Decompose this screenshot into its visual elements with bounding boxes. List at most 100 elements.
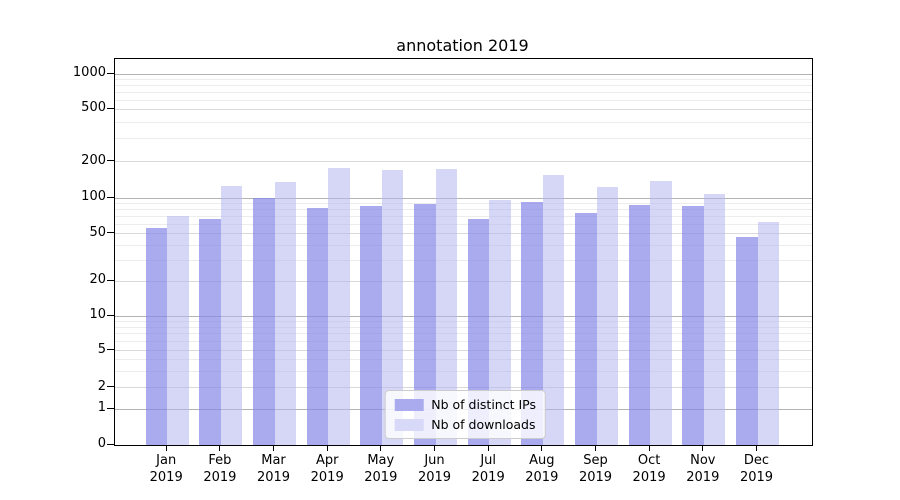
gridline-minor-40: [115, 244, 812, 246]
bar-downloads-feb: [220, 185, 243, 445]
y-tick-100: [107, 196, 114, 198]
y-tick-label-200: 200: [81, 152, 106, 168]
y-tick-5: [107, 349, 114, 351]
bar-distinct-ips-may: [360, 205, 382, 445]
bar-downloads-jul: [489, 199, 511, 445]
legend-label-1: Nb of downloads: [431, 417, 536, 432]
x-tick-feb: [219, 445, 221, 451]
y-tick-10: [107, 314, 114, 316]
gridline-minor-9: [115, 320, 812, 322]
bar-distinct-ips-jun: [414, 204, 436, 445]
x-tick-label-jun: Jun 2019: [417, 453, 452, 485]
y-tick-label-5: 5: [97, 341, 106, 357]
y-tick-label-100: 100: [81, 189, 106, 204]
gridline-mid-20: [115, 280, 812, 282]
bar-downloads-apr: [328, 168, 350, 445]
gridline-minor-70: [115, 215, 812, 217]
x-tick-mar: [273, 445, 274, 451]
y-tick-label-10: 10: [89, 307, 106, 322]
legend-swatch-distinct-ips: [394, 398, 424, 411]
x-tick-jan: [165, 445, 167, 451]
x-tick-label-oct: Oct 2019: [632, 453, 666, 485]
gridline-mid-200: [115, 161, 812, 163]
gridline-major-10: [115, 315, 812, 317]
y-tick-label-1000: 1000: [72, 65, 106, 81]
y-tick-2: [107, 386, 114, 388]
x-tick-aug: [541, 445, 543, 451]
y-tick-50: [107, 232, 114, 234]
gridline-mid-2: [115, 387, 812, 389]
x-tick-label-dec: Dec 2019: [739, 453, 774, 485]
x-tick-label-sep: Sep 2019: [578, 453, 613, 485]
gridline-minor-4: [115, 359, 812, 361]
y-tick-label-20: 20: [89, 272, 106, 288]
x-tick-label-apr: Apr 2019: [310, 453, 344, 485]
gridline-minor-300: [115, 138, 812, 139]
y-tick-20: [107, 279, 114, 281]
bar-distinct-ips-jul: [467, 219, 490, 445]
bar-downloads-sep: [596, 186, 618, 445]
gridline-minor-80: [115, 209, 812, 210]
bar-distinct-ips-mar: [253, 197, 275, 445]
y-tick-label-500: 500: [81, 100, 106, 116]
gridline-mid-5: [115, 350, 812, 352]
legend-label-0: Nb of distinct IPs: [431, 397, 537, 412]
legend-item-0: Nb of distinct IPs: [394, 397, 536, 412]
gridline-minor-3: [115, 370, 812, 372]
gridline-minor-7: [115, 333, 812, 335]
x-tick-label-mar: Mar 2019: [256, 453, 291, 485]
gridline-minor-700: [115, 91, 812, 93]
bar-downloads-jan: [167, 215, 189, 445]
y-tick-1000: [107, 72, 114, 74]
legend-swatch-downloads: [394, 418, 424, 431]
gridline-minor-8: [115, 326, 812, 328]
y-tick-label-2: 2: [97, 378, 106, 394]
y-tick-500: [107, 107, 114, 109]
y-tick-0: [107, 443, 114, 445]
bar-downloads-nov: [703, 193, 726, 445]
x-tick-label-aug: Aug 2019: [525, 453, 559, 485]
x-tick-may: [380, 445, 382, 451]
bar-downloads-may: [381, 169, 404, 445]
gridline-mid-500: [115, 108, 812, 110]
legend-item-1: Nb of downloads: [394, 417, 536, 432]
y-tick-label-50: 50: [89, 224, 106, 240]
y-tick-200: [107, 160, 114, 162]
x-tick-jul: [487, 445, 489, 451]
gridline-mid-50: [115, 233, 812, 235]
gridline-minor-6: [115, 341, 812, 343]
bar-distinct-ips-jan: [145, 227, 168, 445]
x-tick-jun: [434, 445, 435, 451]
bar-downloads-jun: [435, 169, 457, 445]
bar-distinct-ips-feb: [199, 218, 221, 445]
gridline-minor-60: [115, 223, 812, 225]
x-tick-label-nov: Nov 2019: [686, 453, 720, 485]
y-tick-label-1: 1: [97, 400, 106, 416]
gridline-minor-90: [115, 202, 812, 204]
gridline-minor-800: [115, 85, 812, 87]
x-tick-label-jul: Jul 2019: [471, 453, 505, 485]
gridline-minor-400: [115, 121, 812, 123]
bar-downloads-mar: [274, 181, 296, 445]
gridline-minor-600: [115, 99, 812, 101]
bar-distinct-ips-aug: [521, 201, 543, 445]
bar-downloads-aug: [542, 175, 565, 445]
y-tick-1: [107, 407, 114, 409]
x-tick-dec: [756, 445, 757, 451]
x-tick-label-jan: Jan 2019: [149, 453, 183, 485]
y-tick-label-0: 0: [97, 436, 106, 451]
x-tick-label-may: May 2019: [364, 453, 398, 485]
bar-distinct-ips-oct: [628, 205, 651, 445]
bar-distinct-ips-dec: [736, 236, 758, 445]
gridline-major-100: [115, 197, 812, 199]
x-tick-apr: [326, 445, 328, 451]
chart-title: annotation 2019: [396, 36, 529, 55]
plot-area: Nb of distinct IPs Nb of downloads: [114, 58, 813, 446]
legend: Nb of distinct IPs Nb of downloads: [384, 390, 547, 439]
x-tick-oct: [648, 445, 650, 451]
gridline-minor-900: [115, 79, 812, 81]
x-tick-nov: [702, 445, 704, 451]
bar-distinct-ips-apr: [306, 207, 329, 445]
bar-downloads-oct: [650, 180, 672, 445]
